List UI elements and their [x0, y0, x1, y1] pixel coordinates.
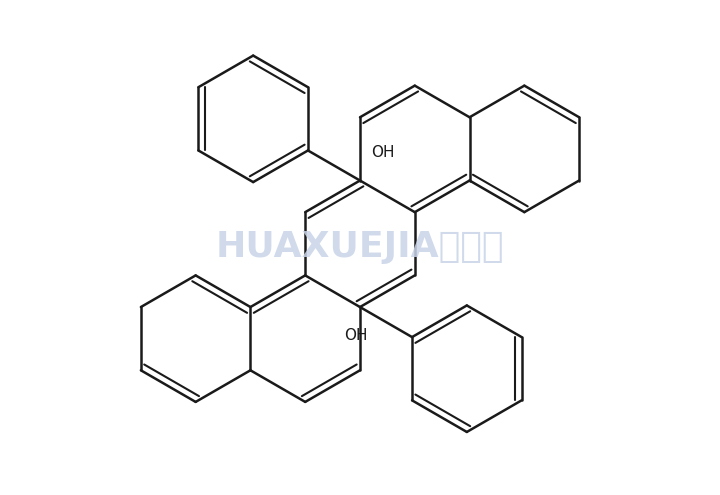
Text: OH: OH	[345, 328, 368, 343]
Text: OH: OH	[372, 145, 395, 160]
Text: HUAXUEJIA化学加: HUAXUEJIA化学加	[216, 231, 504, 264]
